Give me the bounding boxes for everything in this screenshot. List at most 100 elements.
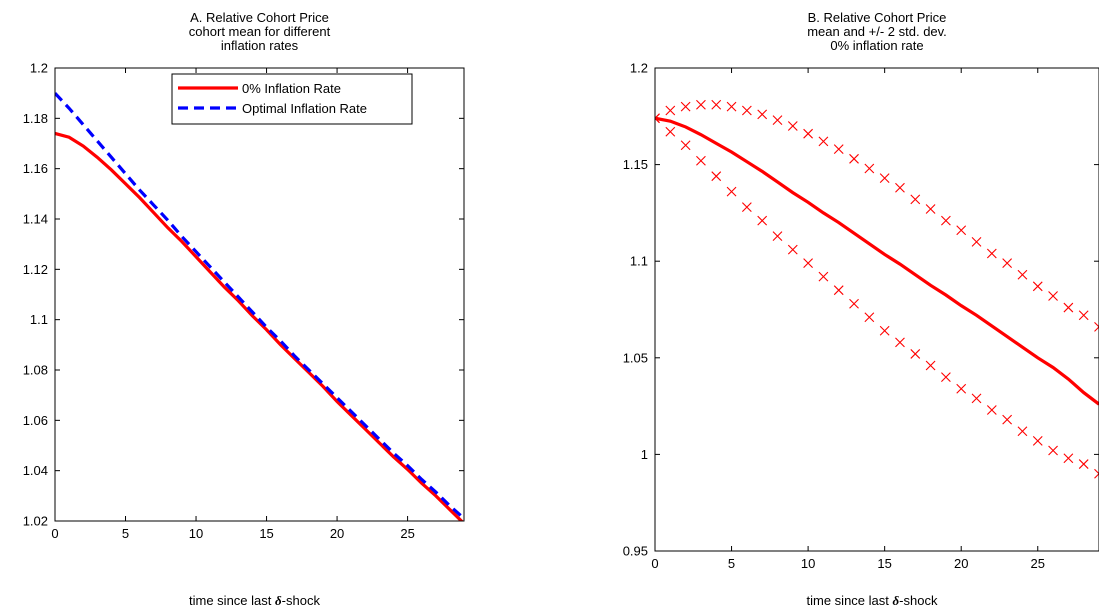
data-point-marker [711,171,722,182]
data-point-marker [879,173,890,184]
x-tick-label: 10 [189,526,203,541]
x-axis-label-text: time since last [807,593,893,608]
data-point-marker [772,231,783,241]
chart-title-line-0: A. Relative Cohort Price [190,10,329,25]
data-point-marker [1017,269,1028,280]
x-axis-label-text: time since last [189,593,275,608]
data-point-marker [879,325,890,336]
data-point-marker [833,144,844,155]
data-point-marker [925,360,936,371]
data-point-marker [833,285,844,296]
data-point-marker [1078,459,1089,469]
chart-title-line-0: B. Relative Cohort Price [808,10,947,25]
data-point-marker [971,393,982,404]
data-point-marker [986,248,997,259]
data-point-marker [956,225,967,236]
data-point-marker [971,236,982,247]
data-point-marker [680,140,691,151]
chart-title-line-1: cohort mean for different [189,24,331,39]
data-point-marker [986,405,997,415]
data-point-marker [655,113,660,124]
x-axis-label-delta: δ [275,593,282,608]
y-tick-label: 1.15 [623,157,648,172]
data-point-marker [956,383,967,394]
data-point-marker [787,121,798,131]
x-tick-label: 25 [400,526,414,541]
x-tick-label: 15 [259,526,273,541]
x-tick-label: 5 [122,526,129,541]
y-tick-label: 1.05 [623,350,648,365]
data-point-marker [696,155,706,166]
data-point-marker [803,128,813,139]
data-point-marker [1032,435,1043,446]
data-point-marker [1002,414,1013,425]
data-point-marker [757,109,768,120]
data-point-marker [787,244,798,255]
y-tick-label: 1.12 [23,262,48,277]
data-point-marker [1063,453,1074,464]
data-point-marker [849,298,859,309]
y-tick-label: 1.04 [23,463,48,478]
y-tick-label: 1.02 [23,514,48,529]
data-point-marker [665,126,676,137]
data-point-marker [941,215,951,226]
y-tick-label: 1 [641,447,648,462]
y-tick-label: 0.95 [623,544,648,559]
plot-area-frame [654,67,1099,552]
data-point-marker [818,271,829,282]
data-point-marker [1094,321,1099,332]
x-axis-label-suffix: -shock [899,593,938,608]
data-point-marker [1017,426,1028,437]
data-point-marker [895,182,905,193]
data-point-marker [803,258,813,269]
y-tick-label: 1.16 [23,161,48,176]
data-point-marker [741,202,752,212]
chart-title-line-2: inflation rates [221,38,299,53]
data-point-marker [665,105,676,116]
legend-label-0: 0% Inflation Rate [242,81,341,96]
y-tick-label: 1.2 [30,61,48,76]
data-point-marker [757,215,768,226]
data-point-marker [895,337,905,348]
y-tick-label: 1.18 [23,111,48,126]
data-point-marker [910,349,921,359]
x-axis-label-delta: δ [893,593,900,608]
x-tick-label: 5 [728,556,735,571]
x-tick-label: 10 [801,556,815,571]
x-tick-label: 20 [330,526,344,541]
x-tick-label: 20 [954,556,968,571]
series-markers-2 [655,113,1099,479]
y-tick-label: 1.08 [23,363,48,378]
series-line-1 [55,92,464,520]
data-point-marker [849,153,859,164]
data-point-marker [925,204,936,214]
data-point-marker [696,99,706,110]
data-point-marker [726,101,737,112]
data-point-marker [711,99,722,110]
chart-title-line-2: 0% inflation rate [830,38,923,53]
y-tick-label: 1.14 [23,212,48,227]
x-tick-label: 0 [51,526,58,541]
x-tick-label: 25 [1031,556,1045,571]
legend-box [171,73,413,125]
x-tick-label: 0 [651,556,658,571]
data-point-marker [864,163,875,174]
data-point-marker [1078,310,1089,321]
x-axis-label: time since last δ-shock [189,593,320,608]
y-tick-label: 1.1 [630,254,648,269]
x-axis-label: time since last δ-shock [807,593,938,608]
data-point-marker [772,115,783,126]
data-point-marker [1063,302,1074,313]
y-tick-label: 1.1 [30,312,48,327]
data-point-marker [680,101,691,112]
data-point-marker [1094,468,1099,479]
legend-label-1: Optimal Inflation Rate [242,101,367,116]
data-point-marker [1048,445,1058,456]
data-point-marker [941,372,951,383]
x-axis-label-suffix: -shock [282,593,321,608]
series-line-0 [55,131,464,521]
